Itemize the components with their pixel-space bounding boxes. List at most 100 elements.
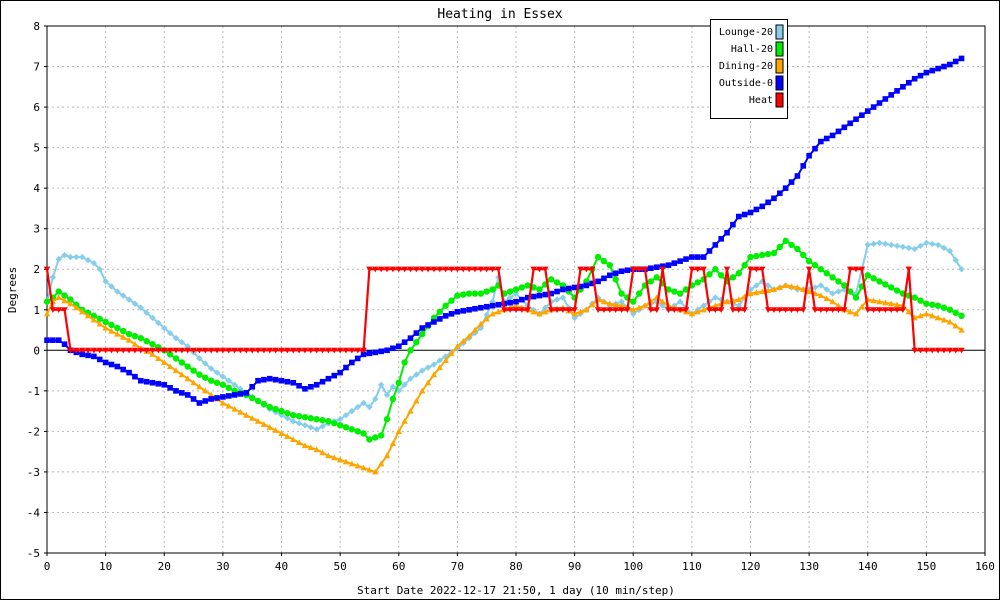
data-point-lounge-20 xyxy=(676,298,684,305)
data-point-outside-0 xyxy=(108,361,115,368)
data-point-lounge-20 xyxy=(342,411,350,419)
data-point-hall-20 xyxy=(43,298,51,305)
data-point-dining-20 xyxy=(248,415,256,421)
data-point-outside-0 xyxy=(524,294,531,301)
data-point-dining-20 xyxy=(858,303,866,310)
data-point-lounge-20 xyxy=(73,253,80,261)
data-point-outside-0 xyxy=(560,286,566,293)
data-point-dining-20 xyxy=(694,308,701,315)
data-point-dining-20 xyxy=(852,310,860,317)
data-point-hall-20 xyxy=(917,297,924,304)
data-point-dining-20 xyxy=(471,326,479,333)
data-point-lounge-20 xyxy=(366,403,373,411)
data-point-lounge-20 xyxy=(178,339,186,346)
data-point-dining-20 xyxy=(723,298,731,305)
data-point-heat xyxy=(694,266,701,273)
data-point-dining-20 xyxy=(870,297,877,304)
data-point-hall-20 xyxy=(395,379,402,386)
data-point-outside-0 xyxy=(859,112,865,118)
data-point-outside-0 xyxy=(478,304,484,311)
data-point-hall-20 xyxy=(184,363,191,370)
data-point-outside-0 xyxy=(390,345,396,352)
data-point-dining-20 xyxy=(184,375,191,382)
data-point-hall-20 xyxy=(471,290,479,297)
data-point-dining-20 xyxy=(278,430,285,436)
data-point-dining-20 xyxy=(641,302,649,309)
data-point-lounge-20 xyxy=(389,383,397,390)
data-point-heat xyxy=(600,307,608,313)
data-point-heat xyxy=(899,307,907,313)
data-point-outside-0 xyxy=(495,301,502,308)
data-point-lounge-20 xyxy=(841,286,848,293)
data-point-hall-20 xyxy=(108,321,115,329)
data-point-heat xyxy=(137,347,144,354)
data-point-heat xyxy=(495,266,502,273)
data-point-hall-20 xyxy=(846,288,854,295)
data-point-heat xyxy=(589,266,596,273)
data-point-outside-0 xyxy=(718,236,724,242)
data-point-hall-20 xyxy=(125,330,133,338)
data-point-hall-20 xyxy=(536,286,543,293)
data-point-heat xyxy=(717,307,725,313)
data-point-outside-0 xyxy=(829,132,836,139)
data-point-heat xyxy=(635,266,643,273)
data-point-outside-0 xyxy=(624,267,631,274)
data-point-outside-0 xyxy=(782,185,789,191)
data-point-heat xyxy=(594,307,602,313)
y-tick-label: 4 xyxy=(33,182,40,195)
data-point-heat xyxy=(383,266,391,273)
data-point-dining-20 xyxy=(331,454,338,461)
data-point-hall-20 xyxy=(594,253,602,261)
data-point-hall-20 xyxy=(782,237,789,245)
data-point-heat xyxy=(237,347,244,354)
data-point-dining-20 xyxy=(413,397,420,404)
data-point-heat xyxy=(630,266,637,273)
legend-label: Lounge-20 xyxy=(719,27,773,38)
data-point-heat xyxy=(917,347,924,354)
data-point-lounge-20 xyxy=(143,309,150,317)
data-point-heat xyxy=(852,266,860,273)
data-point-heat xyxy=(155,347,162,354)
data-point-heat xyxy=(800,307,807,313)
data-point-lounge-20 xyxy=(888,241,895,249)
data-point-dining-20 xyxy=(794,284,801,291)
y-axis-title: Degrees xyxy=(6,267,19,313)
data-point-outside-0 xyxy=(337,369,343,376)
data-point-dining-20 xyxy=(67,300,74,307)
data-point-lounge-20 xyxy=(114,288,121,295)
data-point-lounge-20 xyxy=(161,324,168,332)
data-point-lounge-20 xyxy=(401,381,408,388)
data-point-outside-0 xyxy=(225,393,232,399)
data-point-hall-20 xyxy=(278,407,285,415)
data-point-heat xyxy=(331,347,338,354)
data-point-dining-20 xyxy=(372,468,379,475)
data-point-outside-0 xyxy=(85,352,91,359)
data-point-dining-20 xyxy=(876,298,883,305)
data-point-lounge-20 xyxy=(946,247,954,255)
data-point-hall-20 xyxy=(319,417,326,424)
data-point-heat xyxy=(419,266,426,273)
x-tick-label: 120 xyxy=(741,560,761,573)
data-point-lounge-20 xyxy=(336,416,344,423)
data-point-heat xyxy=(759,266,766,273)
data-point-hall-20 xyxy=(753,252,760,260)
legend-label: Dining-20 xyxy=(719,61,773,72)
data-point-hall-20 xyxy=(61,292,68,299)
data-point-hall-20 xyxy=(120,327,127,335)
data-point-heat xyxy=(794,307,801,313)
data-point-outside-0 xyxy=(753,206,760,213)
data-point-lounge-20 xyxy=(313,426,320,433)
data-point-heat xyxy=(647,307,655,313)
data-point-dining-20 xyxy=(166,363,174,370)
data-point-dining-20 xyxy=(360,464,367,471)
data-point-dining-20 xyxy=(483,315,490,322)
data-point-hall-20 xyxy=(149,341,156,348)
data-point-outside-0 xyxy=(659,263,666,269)
data-point-heat xyxy=(876,307,883,313)
data-point-hall-20 xyxy=(448,297,455,304)
y-tick-label: -1 xyxy=(27,385,40,398)
data-point-hall-20 xyxy=(635,290,643,297)
data-point-heat xyxy=(559,307,567,313)
